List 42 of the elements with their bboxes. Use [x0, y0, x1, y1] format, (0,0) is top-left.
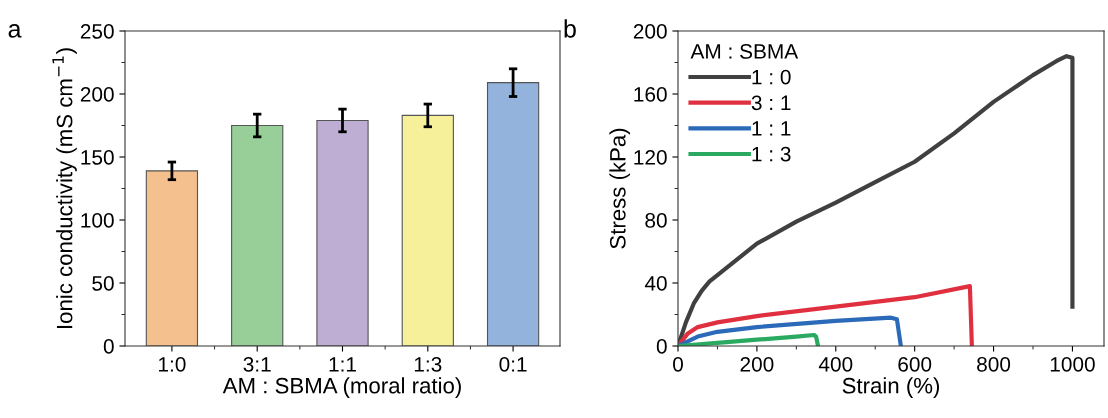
line-series	[678, 315, 903, 346]
x-tick-label: 3:1	[243, 356, 271, 372]
y-tick-label: 100	[81, 213, 114, 228]
text: a	[8, 24, 22, 38]
y-tick-label: 0	[103, 339, 114, 354]
text: b	[564, 19, 576, 38]
x-tick-label: 200	[740, 356, 774, 372]
y-tick-label: 160	[634, 87, 667, 102]
bar	[231, 124, 284, 346]
y-axis-title: Stress (kPa)	[609, 128, 631, 249]
y-tick-label: 0	[656, 339, 667, 354]
y-tick-label: 120	[634, 150, 667, 165]
x-axis-title: AM : SBMA (moral ratio)	[222, 377, 461, 398]
x-tick-label: 0:1	[499, 356, 527, 372]
y-tick-label: 250	[80, 24, 114, 39]
x-tick-label: 1000	[1050, 356, 1095, 372]
line-series	[678, 284, 974, 346]
x-tick-label: 1:0	[159, 356, 186, 372]
legend-label: 1 : 0	[752, 69, 791, 85]
y-tick-label: 150	[81, 150, 114, 165]
legend-label: 3 : 1	[751, 95, 791, 111]
x-tick-label: 1:1	[329, 357, 356, 372]
x-tick-label: 800	[977, 356, 1011, 372]
bar	[316, 119, 369, 346]
x-axis-title: Strain (%)	[842, 377, 940, 398]
y-tick-label: 200	[633, 24, 667, 39]
y-tick-label: 200	[80, 87, 114, 102]
bar	[486, 82, 540, 346]
x-tick-label: 400	[818, 356, 853, 372]
bar	[401, 114, 454, 346]
legend-title: AM : SBMA	[690, 44, 799, 59]
y-tick-label: 50	[92, 276, 114, 291]
y-tick-label: 80	[645, 213, 667, 228]
y-axis-title: Ionic conductivity (mS cm$^{−1}$)	[52, 48, 77, 328]
bar	[145, 170, 199, 346]
x-tick-label: 1:3	[414, 356, 442, 372]
legend-label: 1 : 3	[752, 146, 791, 162]
x-tick-label: 600	[898, 356, 932, 372]
y-tick-label: 40	[644, 276, 667, 291]
line-series	[678, 332, 821, 346]
legend-label: 1 : 1	[752, 121, 791, 136]
x-tick-label: 0	[673, 356, 683, 372]
